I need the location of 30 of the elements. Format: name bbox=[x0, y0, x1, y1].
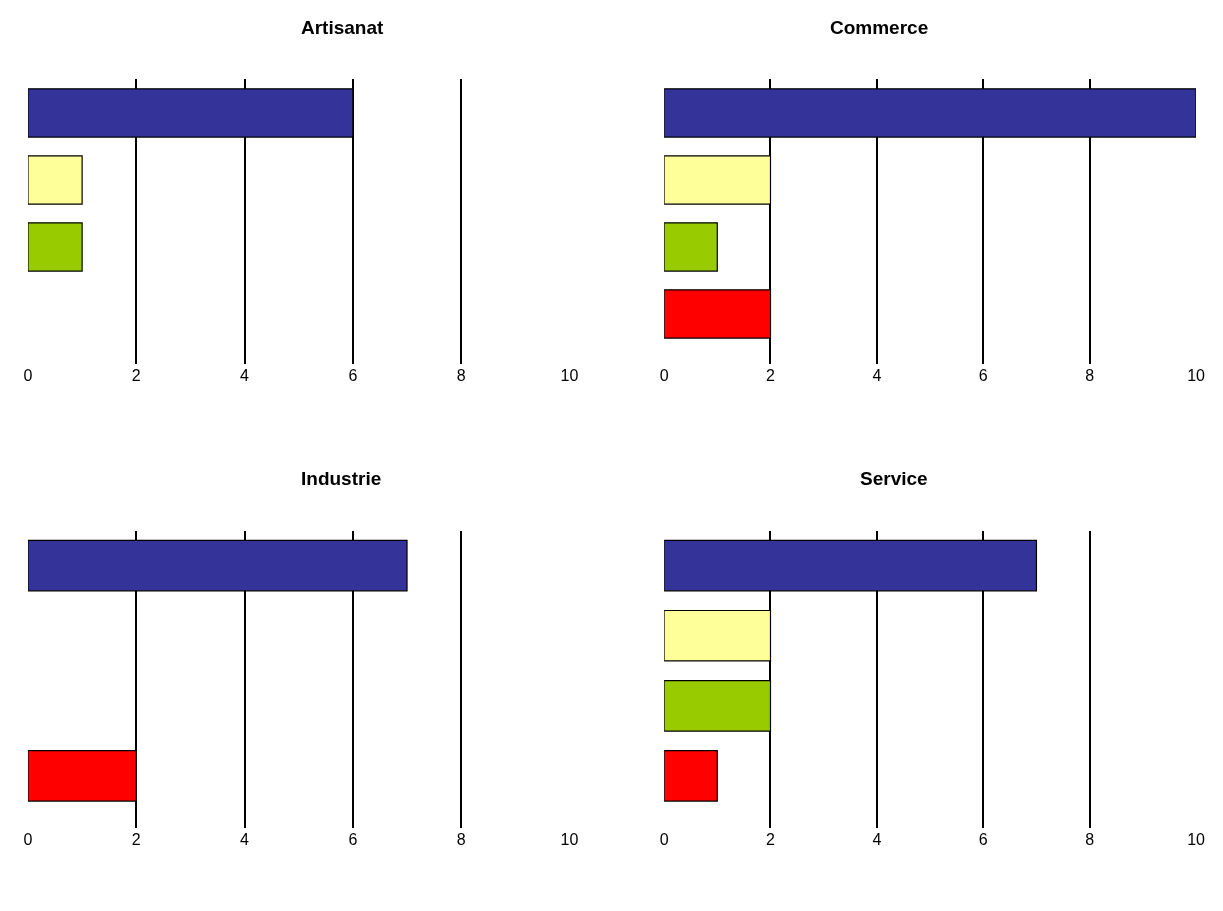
x-tick-label: 0 bbox=[659, 367, 669, 385]
x-tick-label: 8 bbox=[1085, 831, 1095, 849]
x-tick-label: 4 bbox=[872, 367, 882, 385]
x-tick-label: 2 bbox=[766, 367, 776, 385]
x-tick-label: 4 bbox=[872, 831, 882, 849]
x-tick-label: 4 bbox=[240, 831, 250, 849]
x-tick-label: 10 bbox=[560, 831, 579, 849]
x-tick-label: 0 bbox=[23, 831, 33, 849]
chart-title: Service bbox=[860, 468, 928, 489]
x-tick-label: 10 bbox=[560, 367, 579, 385]
x-tick-label: 6 bbox=[978, 367, 988, 385]
x-tick-label: 8 bbox=[1085, 367, 1095, 385]
x-tick-label: 0 bbox=[659, 831, 669, 849]
x-tick-label: 8 bbox=[456, 367, 466, 385]
chart-title: Commerce bbox=[830, 17, 929, 38]
x-tick-label: 6 bbox=[978, 831, 988, 849]
x-tick-label: 6 bbox=[348, 831, 358, 849]
x-tick-label: 2 bbox=[766, 831, 776, 849]
chart-title: Industrie bbox=[301, 468, 382, 489]
bar bbox=[664, 222, 718, 272]
x-tick-label: 6 bbox=[348, 367, 358, 385]
x-tick-label: 10 bbox=[1187, 831, 1206, 849]
x-tick-label: 8 bbox=[456, 831, 466, 849]
x-tick-label: 2 bbox=[131, 367, 141, 385]
x-tick-label: 0 bbox=[23, 367, 33, 385]
chart-title: Artisanat bbox=[301, 17, 385, 38]
x-tick-label: 2 bbox=[131, 831, 141, 849]
x-tick-label: 4 bbox=[240, 367, 250, 385]
x-tick-label: 10 bbox=[1187, 367, 1206, 385]
bar bbox=[664, 750, 718, 802]
